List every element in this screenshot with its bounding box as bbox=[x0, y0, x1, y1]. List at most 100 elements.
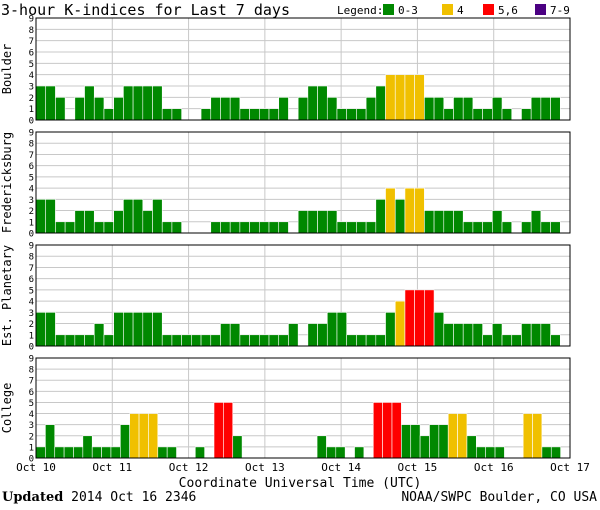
k-bar bbox=[220, 221, 231, 234]
updated-time: 2014 Oct 16 2346 bbox=[71, 490, 197, 505]
y-tick-label: 3 bbox=[29, 83, 34, 93]
credit-text: NOAA/SWPC Boulder, CO USA bbox=[401, 490, 597, 505]
y-tick-label: 9 bbox=[29, 15, 34, 25]
y-tick-label: 4 bbox=[29, 410, 34, 420]
k-bar bbox=[394, 199, 406, 234]
y-tick-label: 3 bbox=[29, 421, 34, 431]
k-bar bbox=[113, 97, 124, 121]
k-bar bbox=[550, 334, 561, 347]
k-bar bbox=[110, 446, 121, 459]
panel-label: Boulder bbox=[0, 44, 14, 95]
x-tick-label: Oct 15 bbox=[398, 461, 438, 474]
x-tick-label: Oct 11 bbox=[92, 461, 132, 474]
k-bar bbox=[462, 97, 474, 121]
y-tick-label: 3 bbox=[29, 196, 34, 206]
y-tick-label: 6 bbox=[29, 49, 34, 59]
k-bar bbox=[447, 413, 458, 459]
k-bar bbox=[482, 108, 493, 121]
k-bar bbox=[220, 323, 231, 347]
k-bar bbox=[391, 402, 402, 459]
k-bar bbox=[453, 97, 464, 121]
k-bar bbox=[148, 413, 159, 459]
k-bar bbox=[35, 85, 47, 121]
k-bar bbox=[521, 323, 532, 347]
k-bar bbox=[365, 334, 377, 347]
k-bar bbox=[494, 446, 505, 459]
k-bar bbox=[414, 187, 425, 234]
k-bar bbox=[210, 221, 221, 234]
k-bar bbox=[501, 108, 513, 121]
k-bar bbox=[120, 424, 130, 459]
y-tick-label: 2 bbox=[29, 320, 34, 330]
k-bar bbox=[316, 435, 327, 459]
k-bar bbox=[268, 334, 280, 347]
k-bar bbox=[382, 402, 393, 459]
k-bar bbox=[103, 334, 114, 347]
footer: Updated 2014 Oct 16 2346 NOAA/SWPC Bould… bbox=[0, 490, 600, 510]
legend-swatch bbox=[442, 4, 453, 15]
k-bar bbox=[385, 187, 396, 234]
k-bar bbox=[142, 85, 153, 121]
k-bar bbox=[278, 334, 289, 347]
k-bar bbox=[200, 334, 212, 347]
k-bar bbox=[157, 446, 168, 459]
k-bar bbox=[74, 97, 85, 121]
k-bar bbox=[84, 85, 95, 121]
k-bar bbox=[394, 74, 406, 121]
k-bar bbox=[278, 97, 289, 121]
y-tick-label: 2 bbox=[29, 94, 34, 104]
k-bar bbox=[259, 221, 270, 234]
k-bar bbox=[82, 435, 93, 459]
x-axis-label: Coordinate Universal Time (UTC) bbox=[179, 476, 422, 490]
k-bar bbox=[152, 312, 163, 347]
k-bar bbox=[410, 424, 421, 459]
x-tick-label: Oct 14 bbox=[321, 461, 361, 474]
k-bar bbox=[492, 210, 503, 234]
y-tick-label: 1 bbox=[29, 105, 34, 115]
y-tick-label: 8 bbox=[29, 26, 34, 36]
k-bar bbox=[385, 74, 396, 121]
updated-label: Updated bbox=[2, 490, 64, 505]
k-bar bbox=[210, 97, 221, 121]
y-tick-label: 5 bbox=[29, 286, 34, 296]
k-bar bbox=[171, 334, 182, 347]
k-bar bbox=[239, 334, 250, 347]
k-bar bbox=[129, 413, 140, 459]
k-bar bbox=[335, 446, 346, 459]
y-tick-label: 1 bbox=[29, 443, 34, 453]
k-bar bbox=[336, 221, 347, 234]
k-bar bbox=[482, 221, 493, 234]
k-bar bbox=[530, 323, 542, 347]
y-tick-label: 9 bbox=[29, 355, 34, 365]
k-bar bbox=[268, 108, 280, 121]
k-bar bbox=[239, 221, 250, 234]
panel-label: College bbox=[0, 383, 14, 434]
k-bar bbox=[45, 424, 56, 459]
k-bar bbox=[404, 289, 415, 347]
k-bar bbox=[492, 323, 503, 347]
k-bar bbox=[288, 323, 299, 347]
k-bar bbox=[229, 323, 241, 347]
k-bar bbox=[103, 108, 114, 121]
k-bar bbox=[142, 312, 153, 347]
legend-swatch bbox=[483, 4, 494, 15]
k-bar bbox=[326, 210, 338, 234]
k-bar bbox=[385, 312, 396, 347]
k-bar bbox=[35, 446, 46, 459]
k-bar bbox=[317, 210, 328, 234]
k-bar bbox=[101, 446, 112, 459]
k-bar bbox=[278, 221, 289, 234]
k-bar bbox=[414, 289, 425, 347]
k-bar bbox=[200, 108, 212, 121]
k-bar bbox=[220, 97, 231, 121]
k-bar bbox=[93, 323, 105, 347]
k-bar bbox=[74, 210, 85, 234]
k-bar bbox=[550, 446, 561, 459]
k-bar bbox=[307, 323, 318, 347]
k-bar bbox=[171, 108, 182, 121]
k-bar bbox=[501, 334, 513, 347]
k-bar bbox=[443, 108, 454, 121]
y-tick-label: 4 bbox=[29, 185, 34, 195]
y-tick-label: 5 bbox=[29, 399, 34, 409]
k-bar bbox=[482, 334, 493, 347]
